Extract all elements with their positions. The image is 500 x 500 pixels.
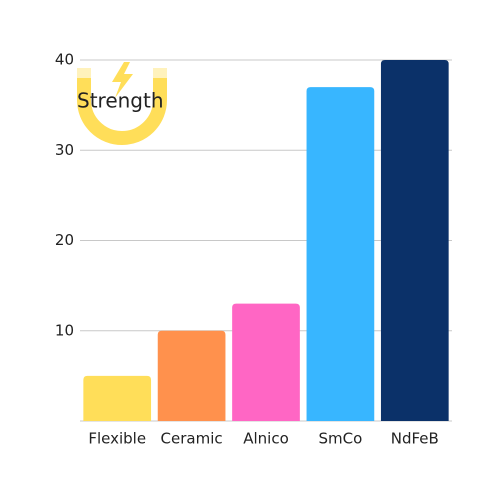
- y-tick-label: 40: [55, 51, 74, 69]
- bar: [232, 303, 300, 421]
- chart-title: Strength: [77, 89, 164, 113]
- y-tick-label: 30: [55, 141, 74, 159]
- x-tick-label: SmCo: [319, 430, 363, 448]
- y-tick-label: 10: [55, 321, 74, 339]
- bar: [306, 87, 375, 421]
- magnet-icon: [77, 62, 167, 145]
- x-tick-label: Flexible: [88, 430, 146, 448]
- y-tick-label: 20: [55, 231, 74, 249]
- bar: [380, 60, 449, 421]
- bar: [83, 375, 152, 421]
- x-tick-label: Alnico: [243, 430, 289, 448]
- bar: [157, 330, 226, 421]
- x-tick-label: NdFeB: [391, 430, 439, 448]
- x-tick-label: Ceramic: [161, 430, 223, 448]
